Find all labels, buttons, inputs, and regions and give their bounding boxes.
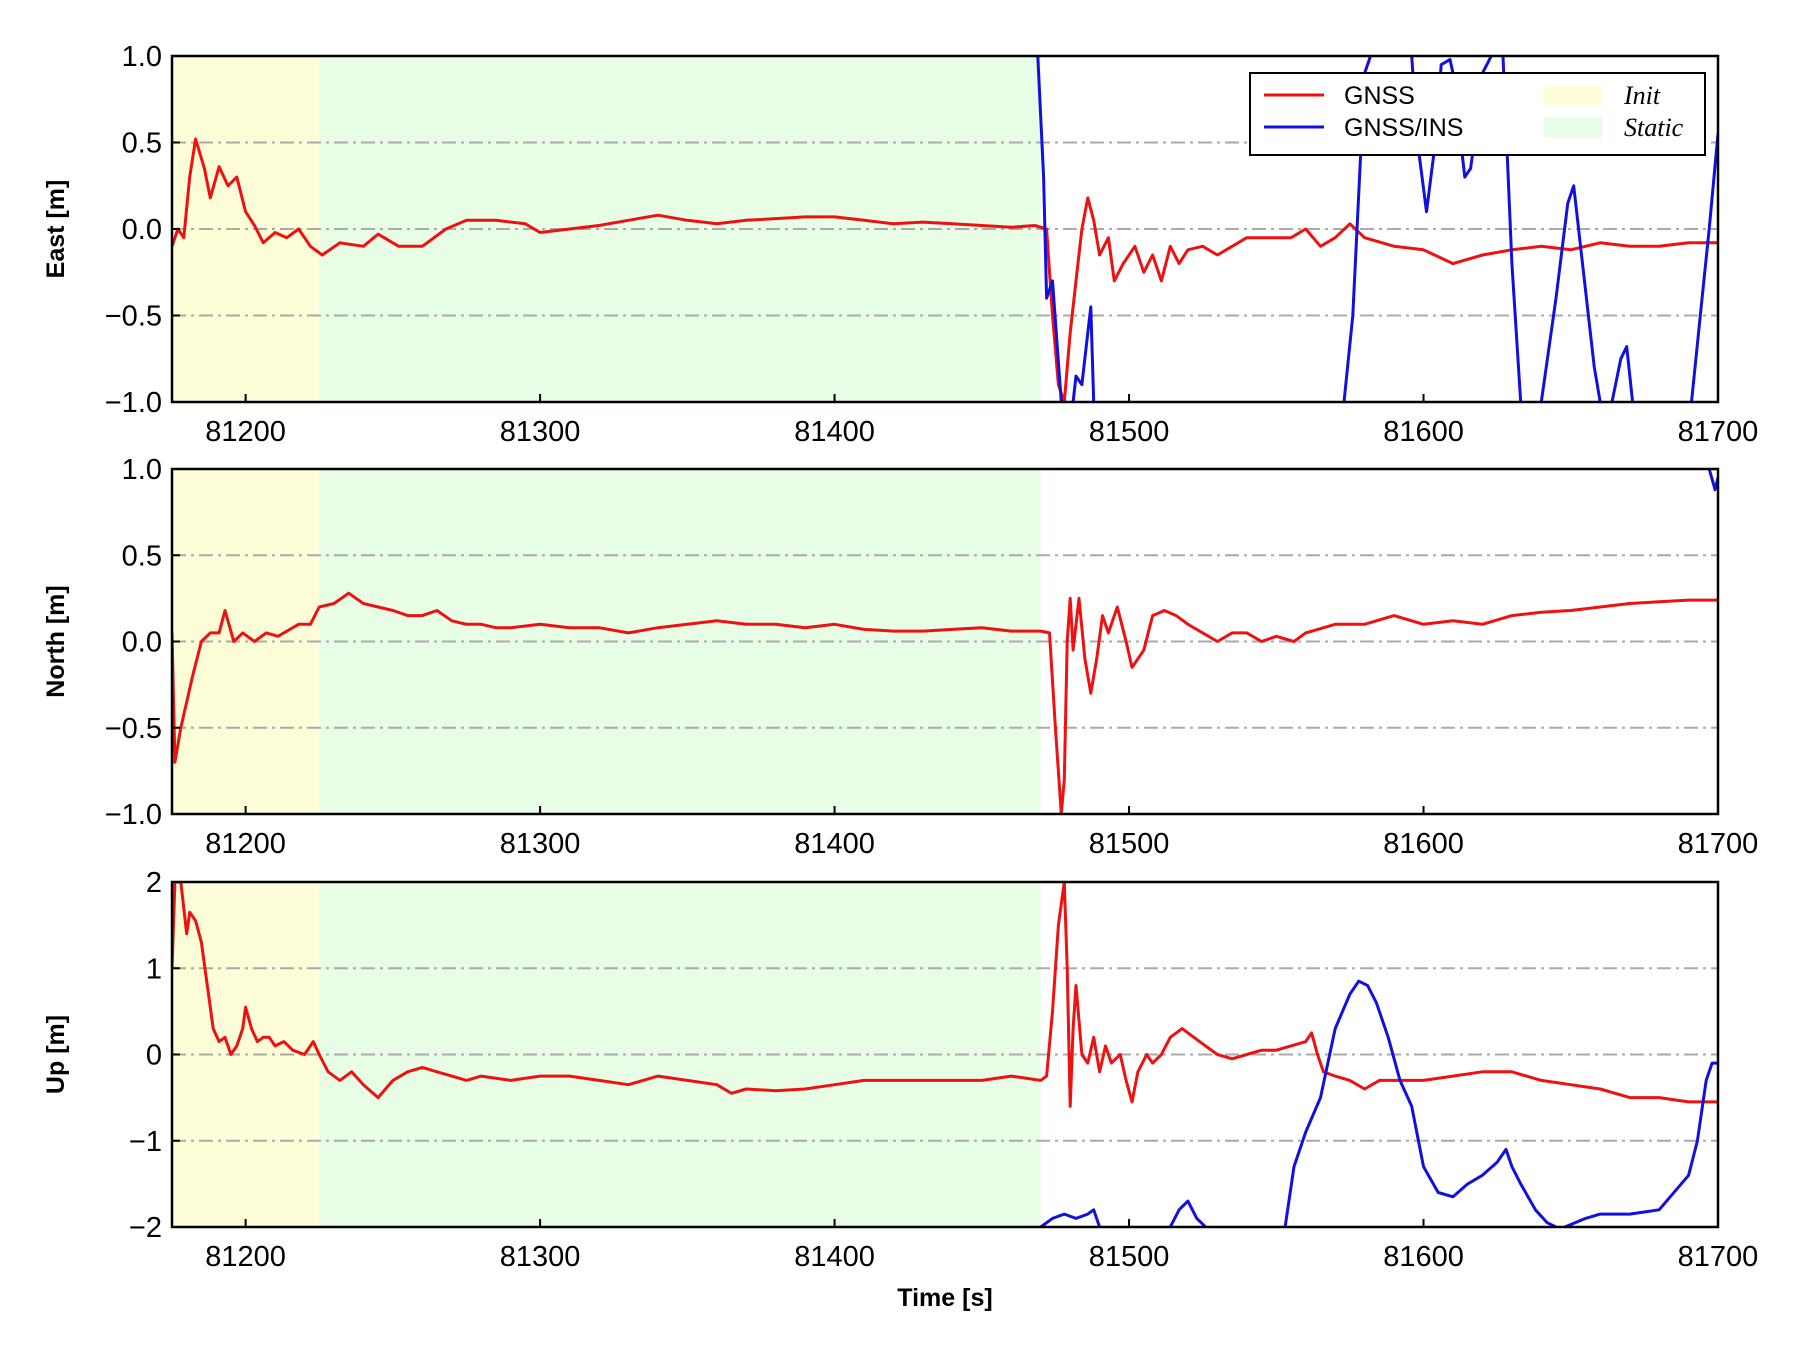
north-ytick-label: −1.0	[105, 799, 162, 831]
legend-box	[1249, 72, 1706, 156]
legend-gnss-label: GNSS	[1344, 82, 1415, 110]
north-series-gnss-line	[172, 591, 1718, 814]
panel-north: 1.0 0.5 0.0 −0.5 −1.0 81200 81300 81400 81500 816…	[42, 454, 1758, 860]
east-xtick-label: 81600	[1383, 416, 1464, 448]
east-ytick-label: 1.0	[122, 41, 162, 73]
up-series-gnss-ins-line	[1168, 1199, 1207, 1227]
up-ytick-label: 1	[146, 953, 162, 985]
north-xtick-label: 81600	[1383, 828, 1464, 860]
east-series-gnss-ins-line	[1071, 305, 1096, 402]
north-xtick-label: 81300	[500, 828, 581, 860]
north-xtick-label: 81200	[205, 828, 286, 860]
east-xtick-label: 81400	[794, 416, 875, 448]
east-xtick-label: 81500	[1089, 416, 1170, 448]
north-y-axis-label: North [m]	[42, 585, 70, 697]
up-series-gnss-line	[172, 882, 1718, 1108]
up-series-gnss-ins-line	[1283, 979, 1557, 1227]
x-axis-label: Time [s]	[897, 1284, 992, 1312]
up-xtick-label: 81600	[1383, 1241, 1464, 1273]
east-series-gnss-ins-line	[1342, 56, 1372, 402]
up-xtick-label: 81500	[1089, 1241, 1170, 1273]
east-series-gnss-ins-line	[1690, 133, 1718, 402]
north-ytick-label: 1.0	[122, 454, 162, 486]
legend-static-swatch	[1544, 117, 1602, 137]
panel-east: 1.0 0.5 0.0 −0.5 −1.0 81200 81300 81400 81500 816…	[42, 41, 1758, 448]
east-series-gnss-ins-line	[1610, 345, 1635, 402]
east-ytick-label: −0.5	[105, 301, 162, 333]
up-series-gnss-ins-line	[1564, 1061, 1718, 1227]
legend-gnss-ins-label: GNSS/INS	[1344, 114, 1463, 142]
east-y-axis-label: East [m]	[42, 180, 70, 279]
north-xtick-label: 81700	[1678, 828, 1759, 860]
east-series-gnss-ins-line	[1539, 184, 1602, 402]
east-plot-area	[172, 56, 1718, 402]
east-xtick-label: 81300	[500, 416, 581, 448]
north-xtick-label: 81400	[794, 828, 875, 860]
east-ytick-label: −1.0	[105, 387, 162, 419]
north-series-gnss-ins-line	[1707, 469, 1718, 492]
up-ytick-label: −1	[129, 1126, 162, 1158]
panel-up: 2 1 0 −1 −2 81200 81300 81400 81500 81600 81700 Up …	[42, 867, 1758, 1273]
north-ytick-label: 0.5	[122, 540, 162, 572]
north-xtick-label: 81500	[1089, 828, 1170, 860]
legend-init-label: Init	[1623, 81, 1661, 110]
up-ytick-label: −2	[129, 1212, 162, 1244]
legend: GNSS GNSS/INS Init Static	[1249, 72, 1706, 156]
legend-init-swatch	[1544, 85, 1602, 105]
up-xtick-label: 81700	[1678, 1241, 1759, 1273]
up-plot-area	[172, 882, 1718, 1227]
north-ytick-label: 0.0	[122, 627, 162, 659]
up-xtick-label: 81200	[205, 1241, 286, 1273]
up-xtick-label: 81400	[794, 1241, 875, 1273]
up-ytick-label: 0	[146, 1040, 162, 1072]
east-ytick-label: 0.0	[122, 214, 162, 246]
east-xtick-label: 81700	[1678, 416, 1759, 448]
east-series-gnss-ins-line	[1036, 56, 1063, 402]
up-ytick-label: 2	[146, 867, 162, 899]
east-series-gnss-line	[172, 137, 1718, 402]
up-xtick-label: 81300	[500, 1241, 581, 1273]
legend-static-label: Static	[1624, 113, 1684, 142]
up-y-axis-label: Up [m]	[42, 1015, 70, 1094]
east-ytick-label: 0.5	[122, 128, 162, 160]
north-ytick-label: −0.5	[105, 713, 162, 745]
up-series-gnss-ins-line	[1039, 1208, 1102, 1227]
east-xtick-label: 81200	[205, 416, 286, 448]
